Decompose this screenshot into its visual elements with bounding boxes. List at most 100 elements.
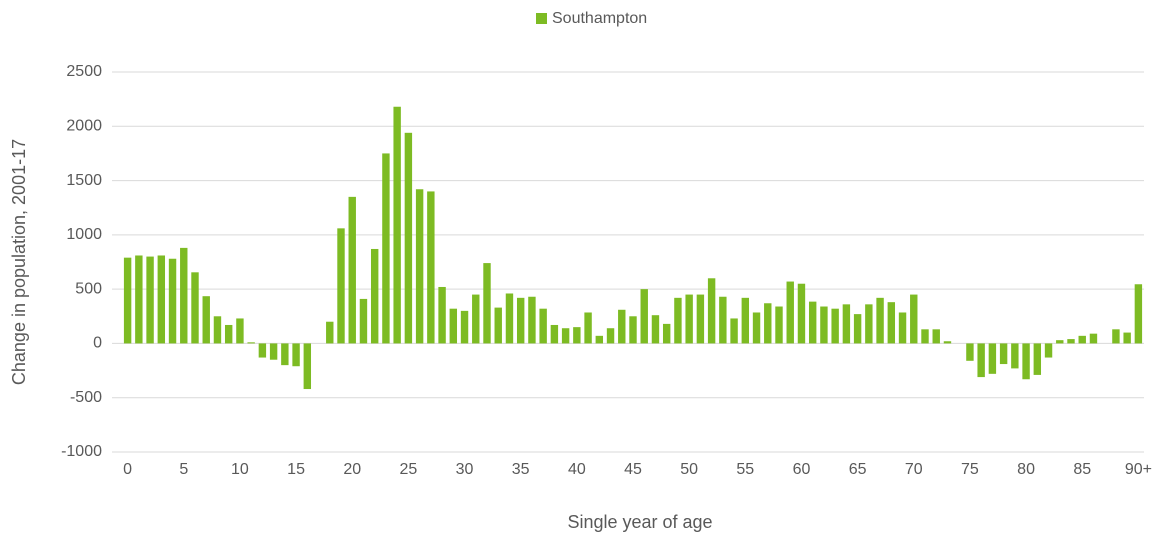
bar [685, 294, 693, 344]
bar [1056, 340, 1064, 344]
y-tick-label: 2000 [66, 118, 102, 135]
x-axis-title: Single year of age [567, 512, 712, 532]
bar [842, 304, 851, 344]
bar [247, 342, 255, 344]
bar [887, 302, 896, 344]
bar [494, 307, 502, 344]
bar [595, 335, 604, 344]
bar [146, 256, 154, 344]
bar [516, 297, 525, 344]
bar [1078, 335, 1086, 344]
bar [932, 329, 940, 344]
bar [1112, 329, 1120, 344]
bar [168, 258, 177, 344]
y-tick-label: 500 [75, 280, 102, 297]
bar [1134, 284, 1143, 344]
bar [640, 289, 648, 344]
bar [808, 301, 817, 344]
bar [123, 257, 132, 344]
bar [236, 318, 244, 344]
x-tick-label: 65 [849, 461, 867, 478]
bar [1067, 339, 1075, 344]
x-tick-label: 75 [961, 461, 979, 478]
legend-label: Southampton [552, 10, 647, 27]
bar [180, 247, 188, 344]
bar [191, 272, 199, 344]
bar [606, 328, 615, 344]
x-tick-label: 35 [512, 461, 530, 478]
y-axis-title: Change in population, 2001-17 [9, 139, 29, 385]
bar [573, 327, 581, 344]
bar [1011, 343, 1019, 369]
bar [460, 310, 469, 344]
bar [404, 132, 413, 344]
bar [651, 315, 660, 344]
bar [943, 341, 952, 344]
bar [359, 298, 368, 344]
x-tick-label: 50 [680, 461, 698, 478]
x-tick-label: 55 [736, 461, 754, 478]
bar [281, 343, 289, 366]
x-tick-label: 10 [231, 461, 249, 478]
bar [853, 314, 862, 344]
bar [561, 328, 570, 344]
bar [999, 343, 1008, 365]
bar [539, 308, 547, 344]
bar [696, 294, 705, 344]
x-tick-label: 30 [456, 461, 474, 478]
bar [382, 153, 390, 344]
bar [584, 312, 592, 344]
x-tick-label: 25 [399, 461, 417, 478]
bar [764, 303, 772, 344]
bar [752, 312, 761, 344]
bar [427, 191, 435, 344]
bar [550, 324, 559, 344]
bar [977, 343, 985, 378]
bar [370, 248, 379, 344]
y-tick-label: -1000 [61, 443, 102, 460]
y-tick-label: 2500 [66, 63, 102, 80]
bar [157, 255, 166, 344]
bar [292, 343, 300, 367]
bar [415, 189, 424, 344]
bar [865, 304, 873, 344]
y-tick-label: 1000 [66, 226, 102, 243]
bar [449, 308, 458, 344]
x-tick-label: 40 [568, 461, 586, 478]
y-tick-label: 1500 [66, 172, 102, 189]
bar [337, 228, 345, 344]
legend-swatch [536, 13, 547, 24]
bar [303, 343, 312, 390]
bar [966, 343, 974, 361]
bar [786, 281, 794, 344]
bar [135, 255, 143, 344]
x-tick-label: 15 [287, 461, 305, 478]
bar [820, 306, 828, 344]
bar [472, 294, 480, 344]
bar [1089, 333, 1098, 344]
bar [797, 283, 806, 344]
bar [876, 297, 884, 344]
bar [258, 343, 267, 358]
x-tick-label: 0 [123, 461, 132, 478]
bar [202, 296, 210, 344]
bar [988, 343, 997, 374]
bar [707, 278, 716, 344]
bar [674, 297, 682, 344]
bar [348, 196, 356, 344]
bar [483, 263, 491, 344]
bar [269, 343, 278, 360]
x-tick-label: 80 [1017, 461, 1035, 478]
bar [393, 106, 401, 344]
x-tick-label: 70 [905, 461, 923, 478]
x-tick-label: 20 [343, 461, 361, 478]
bar [629, 316, 637, 344]
bar [1033, 343, 1042, 375]
bar [719, 296, 727, 344]
bar [775, 306, 783, 344]
bar [741, 297, 750, 344]
bar [213, 316, 222, 344]
bar [1123, 332, 1131, 344]
bar [662, 323, 671, 344]
bar [618, 309, 626, 344]
